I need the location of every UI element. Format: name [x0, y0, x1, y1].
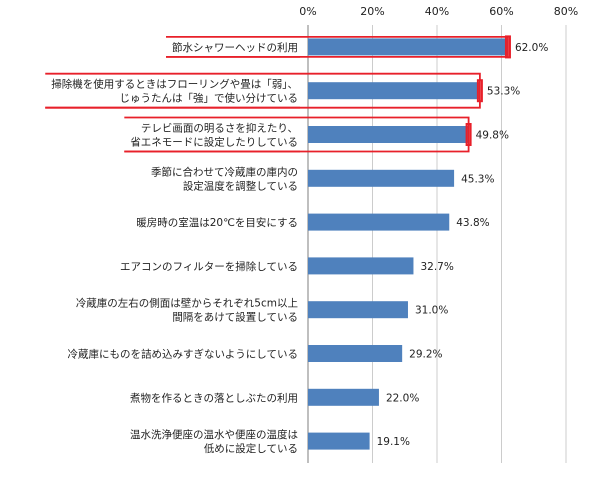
bar: [308, 301, 408, 319]
category-label: 温水洗浄便座の温水や便座の温度は: [130, 428, 298, 441]
bar: [308, 213, 450, 231]
data-label: 19.1%: [377, 436, 410, 448]
data-label: 49.8%: [476, 130, 509, 142]
category-label: 省エネモードに設定したりしている: [130, 136, 298, 149]
data-label: 29.2%: [409, 349, 442, 361]
bar: [308, 126, 469, 143]
category-label: じゅうたんは「強」で使い分けている: [120, 92, 299, 105]
category-label: 節水シャワーヘッドの利用: [172, 41, 298, 54]
category-label: 冷蔵庫の左右の側面は壁からそれぞれ5cm以上: [76, 297, 298, 310]
bar: [308, 257, 414, 275]
category-label: 低めに設定している: [204, 442, 298, 455]
category-label: エアコンのフィルターを掃除している: [120, 260, 298, 273]
category-label: 煮物を作るときの落としぶたの利用: [130, 391, 298, 404]
category-label: 暖房時の室温は20℃を目安にする: [136, 216, 298, 229]
label-layer: 0% 20% 40% 60% 80% 節水シャワーヘッドの利用 62.0% 掃除機を使用すると…: [51, 5, 578, 455]
x-tick-label: 20%: [360, 5, 384, 18]
data-label: 53.3%: [487, 86, 520, 98]
category-label: 冷蔵庫にものを詰め込みすぎないようにしている: [68, 348, 298, 361]
data-label: 45.3%: [461, 173, 494, 185]
data-label: 31.0%: [415, 305, 448, 317]
category-label: 掃除機を使用するときはフローリングや畳は「弱」、: [51, 78, 298, 91]
bar: [308, 82, 480, 100]
category-label: 間隔をあけて設置している: [172, 311, 298, 324]
x-tick-label: 0%: [299, 5, 316, 18]
x-tick-label: 60%: [489, 5, 513, 18]
data-label: 43.8%: [456, 217, 489, 229]
bar: [308, 388, 379, 406]
data-label: 22.0%: [386, 392, 419, 404]
bar: [308, 38, 508, 56]
bar: [308, 345, 403, 362]
x-tick-label: 80%: [554, 5, 578, 18]
data-label: 32.7%: [420, 261, 453, 273]
x-tick-label: 40%: [425, 5, 449, 18]
bar: [308, 169, 455, 187]
bar: [308, 432, 370, 450]
category-label: 設定温度を調整している: [183, 179, 298, 192]
data-label: 62.0%: [515, 42, 548, 54]
category-label: 季節に合わせて冷蔵庫の庫内の: [151, 165, 298, 178]
category-label: テレビ画面の明るさを抑えたり、: [141, 122, 298, 135]
bar-layer: [45, 35, 511, 450]
highlight-frame: [166, 36, 509, 58]
